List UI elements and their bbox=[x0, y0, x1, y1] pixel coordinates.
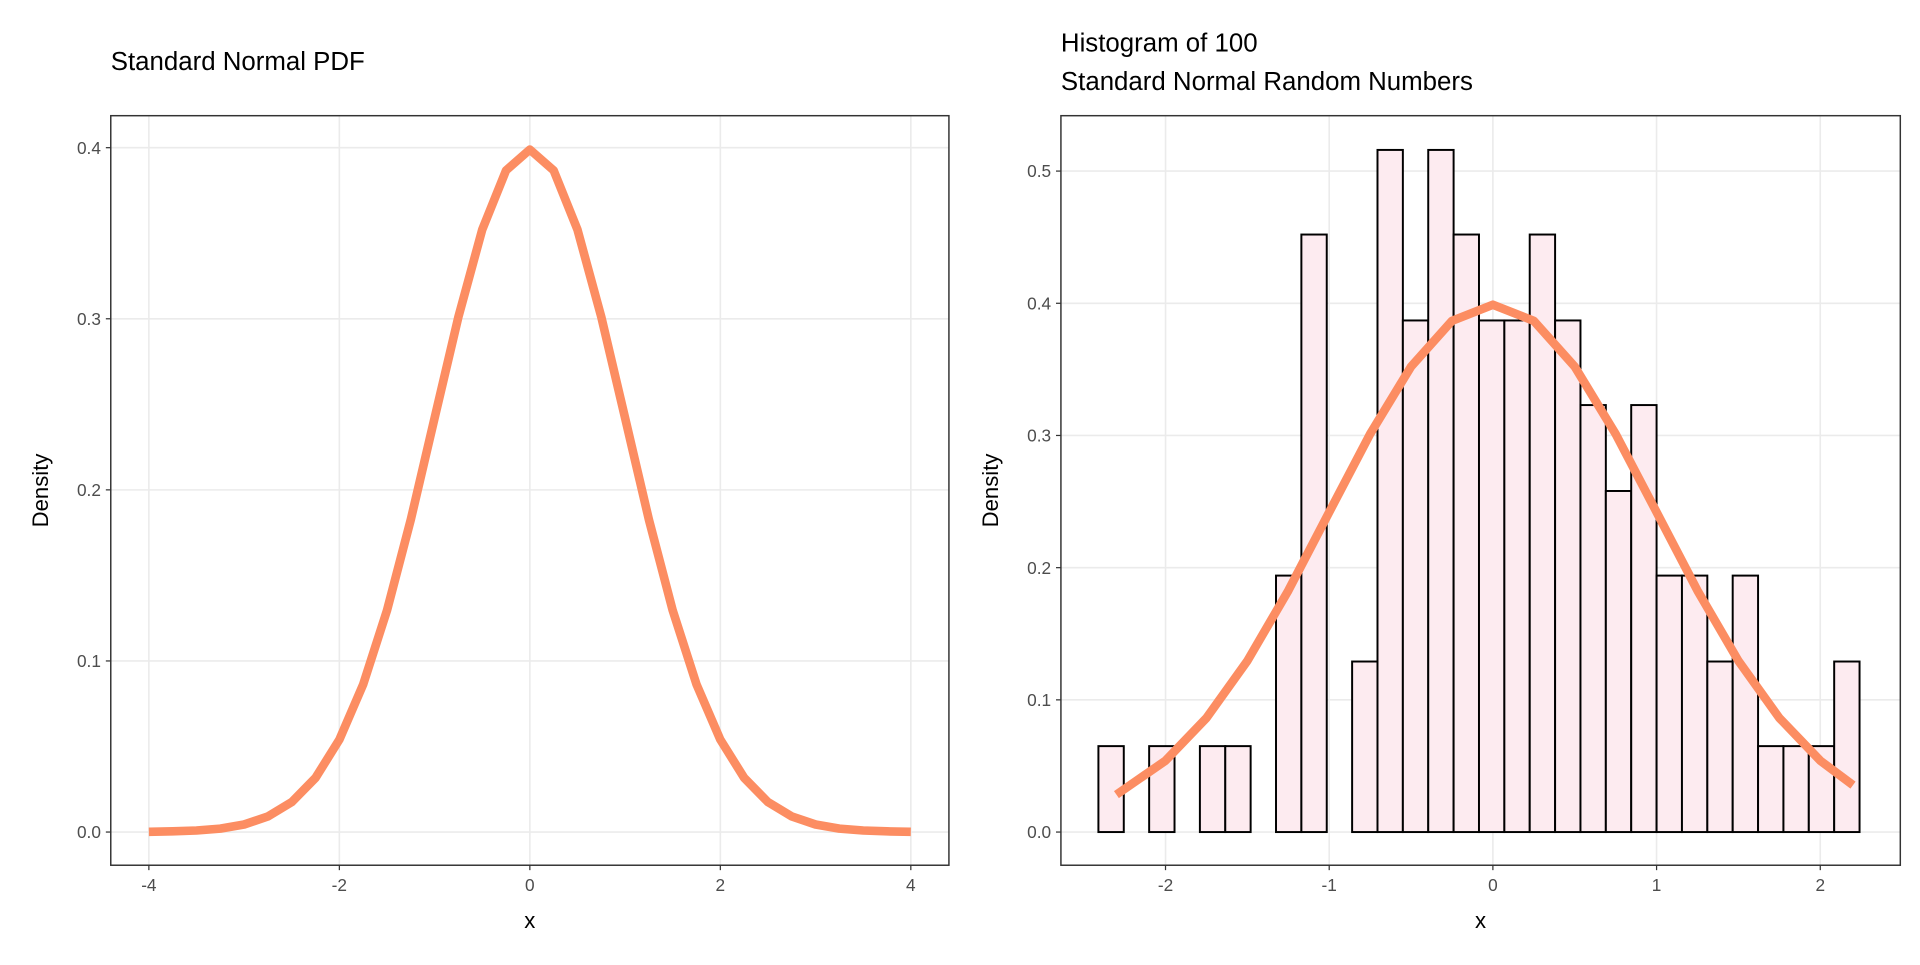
histogram-bar bbox=[1706, 660, 1734, 834]
y-tick-label: 0.4 bbox=[77, 138, 101, 158]
x-axis-label: x bbox=[1475, 908, 1486, 933]
histogram-bar bbox=[1224, 745, 1252, 834]
histogram-bar bbox=[1198, 745, 1227, 834]
x-tick-label: -2 bbox=[332, 875, 347, 895]
histogram-bar bbox=[1833, 660, 1861, 834]
y-tick-label: 0.0 bbox=[77, 822, 101, 842]
y-tick-label: 0.3 bbox=[1027, 426, 1051, 446]
x-tick-label: 0 bbox=[525, 875, 535, 895]
histogram-bar bbox=[1275, 574, 1303, 834]
histogram-bar bbox=[1731, 574, 1760, 834]
panel-border bbox=[1060, 114, 1902, 866]
histogram-bar bbox=[1351, 660, 1379, 834]
x-tick-label: 0 bbox=[1488, 875, 1498, 895]
histogram-bar bbox=[1503, 319, 1531, 834]
x-tick-label: 1 bbox=[1652, 875, 1662, 895]
histogram-bar bbox=[1427, 148, 1455, 834]
x-axis-label: x bbox=[524, 908, 535, 933]
y-tick-label: 0.2 bbox=[1027, 558, 1051, 578]
x-tick-label: 2 bbox=[1815, 875, 1825, 895]
histogram-bar bbox=[1757, 745, 1785, 834]
histogram-bar bbox=[1452, 233, 1480, 834]
y-tick-label: 0.4 bbox=[1027, 293, 1051, 313]
y-axis-label: Density bbox=[28, 453, 53, 528]
histogram-bar bbox=[1554, 319, 1582, 834]
x-tick-label: 4 bbox=[906, 875, 916, 895]
chart-title: Standard Normal Random Numbers bbox=[1061, 68, 1473, 96]
y-tick-label: 0.0 bbox=[1027, 822, 1051, 842]
histogram-bar bbox=[1477, 319, 1506, 834]
chart-title: Standard Normal PDF bbox=[111, 48, 365, 76]
y-tick-label: 0.5 bbox=[1027, 161, 1051, 181]
histogram-bar bbox=[1782, 745, 1810, 834]
chart-title: Histogram of 100 bbox=[1061, 30, 1258, 58]
x-tick-label: -1 bbox=[1322, 875, 1337, 895]
y-tick-label: 0.2 bbox=[77, 480, 101, 500]
y-axis-label: Density bbox=[978, 453, 1003, 528]
histogram-bar bbox=[1604, 490, 1633, 834]
histogram-bar bbox=[1401, 319, 1430, 834]
y-tick-label: 0.3 bbox=[77, 309, 101, 329]
x-tick-label: 2 bbox=[716, 875, 726, 895]
chart-panel: Histogram of 100 Standard Normal Random N… bbox=[978, 30, 1902, 933]
y-tick-label: 0.1 bbox=[1027, 690, 1051, 710]
histogram-bar bbox=[1579, 404, 1607, 834]
pdf-line bbox=[148, 145, 911, 837]
chart-panel: Standard Normal PDF 0.0 0.1 0.2 0.3 0.4 -4 -2 0 2… bbox=[28, 48, 950, 933]
histogram-bar bbox=[1376, 148, 1404, 834]
panel-border bbox=[110, 114, 950, 866]
y-tick-label: 0.1 bbox=[77, 651, 101, 671]
x-tick-label: -2 bbox=[1158, 875, 1173, 895]
x-tick-label: -4 bbox=[141, 875, 157, 895]
density-curve bbox=[1113, 300, 1856, 799]
histogram-bar bbox=[1655, 574, 1683, 834]
histogram-bar bbox=[1680, 574, 1709, 834]
